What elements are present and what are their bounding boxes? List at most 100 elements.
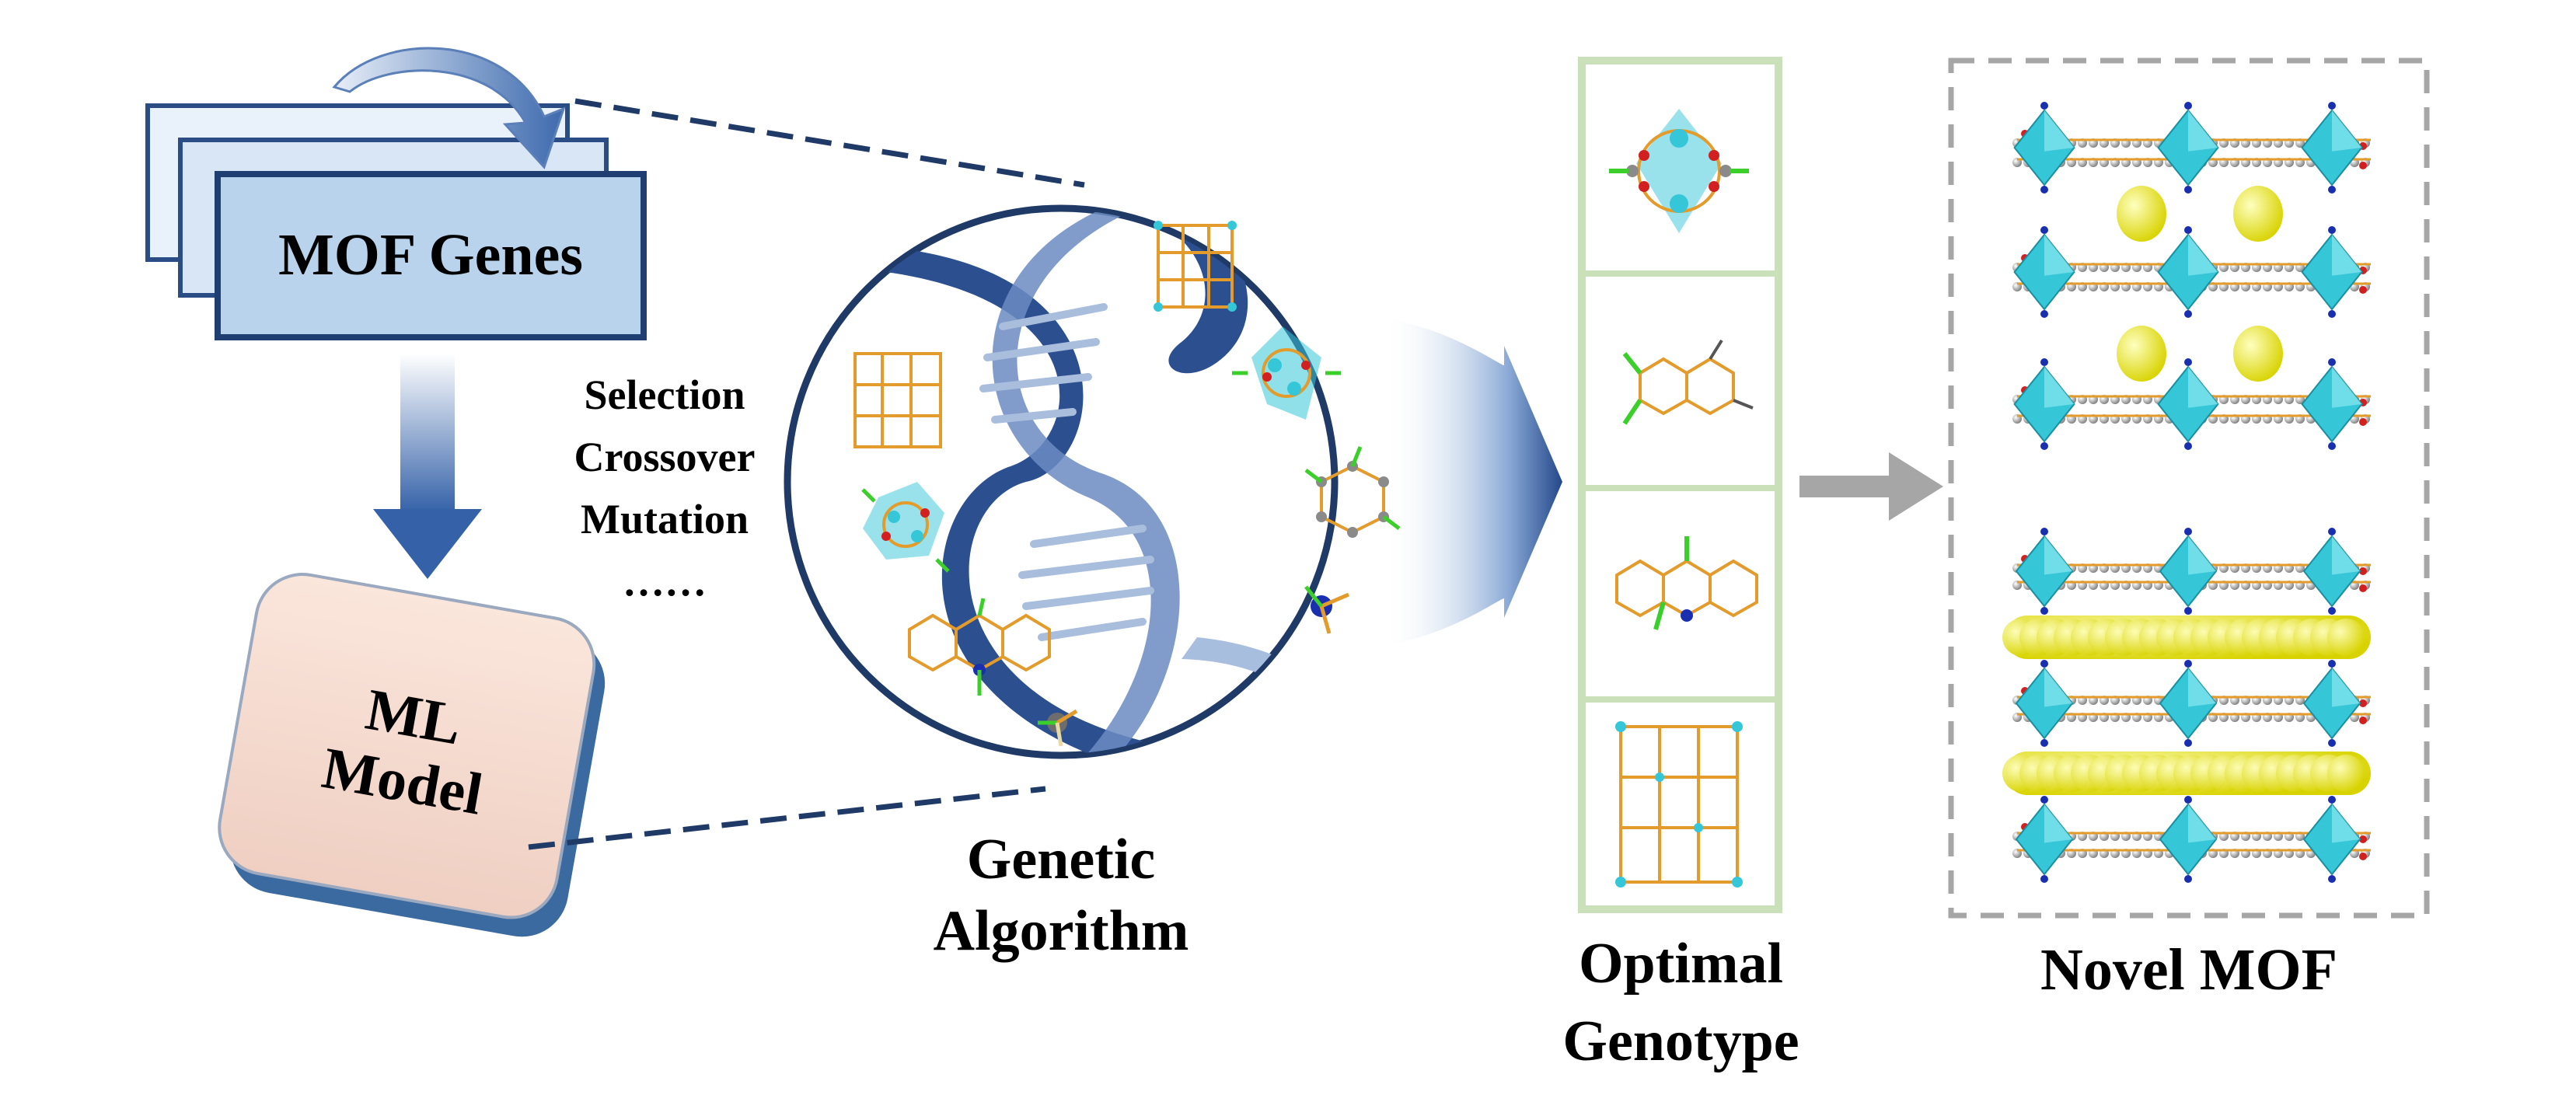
molecule-icon xyxy=(1038,709,1078,747)
nitrogen-atom xyxy=(2040,226,2048,234)
nitrogen-atom xyxy=(2184,607,2192,615)
operation-selection: Selection xyxy=(584,371,745,418)
genetic-label-line1: Genetic xyxy=(966,828,1156,891)
oxygen-atom xyxy=(2359,286,2367,294)
nitrogen-atom xyxy=(2040,442,2048,450)
novel-mof-frame xyxy=(1948,58,2430,919)
nitrogen-atom xyxy=(2328,310,2336,318)
nitrogen-atom xyxy=(2328,796,2336,804)
right-arrow-icon xyxy=(1799,452,1943,521)
ga-operations-list: Selection Crossover Mutation …… xyxy=(536,364,793,612)
operation-mutation: Mutation xyxy=(581,496,749,542)
molecule-icon xyxy=(908,598,1051,696)
framework-icon xyxy=(853,352,942,448)
polyhedron-facet xyxy=(2188,536,2216,575)
operation-crossover: Crossover xyxy=(574,434,756,480)
nitrogen-atom xyxy=(2184,102,2192,110)
guest-bead xyxy=(2327,619,2365,656)
nitrogen-atom xyxy=(2328,442,2336,450)
zoom-line-bottom xyxy=(528,786,1046,850)
nitrogen-atom xyxy=(2040,310,2048,318)
curved-arrow-icon xyxy=(332,47,566,169)
nitrogen-atom xyxy=(2328,186,2336,194)
molecule-icon xyxy=(1304,446,1401,538)
molecule-icon xyxy=(1615,536,1758,630)
framework-icon xyxy=(1154,221,1237,312)
molecule-icon xyxy=(1232,326,1341,420)
oxygen-atom xyxy=(2359,567,2367,575)
oxygen-atom xyxy=(2359,835,2367,843)
polyhedron-facet xyxy=(2188,668,2216,707)
novel-mof-label: Novel MOF xyxy=(2040,937,2337,1003)
polyhedron-facet xyxy=(2332,804,2360,843)
nitrogen-atom xyxy=(2328,102,2336,110)
nitrogen-atom xyxy=(2184,739,2192,747)
oxygen-atom xyxy=(2359,418,2367,426)
polyhedron-facet xyxy=(2044,804,2072,843)
mof-structure-top xyxy=(2012,102,2371,450)
molecule-icon xyxy=(1609,109,1749,233)
genetic-label-line2: Algorithm xyxy=(933,899,1189,963)
polyhedron-facet xyxy=(2044,110,2075,152)
molecule-icon xyxy=(861,482,950,573)
nitrogen-atom xyxy=(2184,226,2192,234)
nitrogen-atom xyxy=(2184,796,2192,804)
nitrogen-atom xyxy=(2184,358,2192,366)
down-arrow-icon xyxy=(373,354,482,579)
molecule-icon xyxy=(1304,585,1349,634)
zoom-line-top xyxy=(574,98,1085,188)
polyhedron-facet xyxy=(2044,668,2072,707)
nitrogen-atom xyxy=(2040,358,2048,366)
nitrogen-atom xyxy=(2040,739,2048,747)
guest-molecule xyxy=(2117,186,2166,242)
genetic-algorithm-circle xyxy=(784,204,1401,759)
nitrogen-atom xyxy=(2328,607,2336,615)
nitrogen-atom xyxy=(2328,660,2336,668)
guest-molecule xyxy=(2233,326,2283,382)
funnel-arrow-icon xyxy=(1384,319,1562,645)
nitrogen-atom xyxy=(2040,528,2048,535)
nitrogen-atom xyxy=(2328,528,2336,535)
mof-structure-bottom xyxy=(2002,528,2371,883)
oxygen-atom xyxy=(2359,699,2367,707)
ml-model-tablet xyxy=(218,573,606,937)
oxygen-atom xyxy=(2359,584,2367,592)
polyhedron-facet xyxy=(2044,367,2075,408)
nitrogen-atom xyxy=(2184,310,2192,318)
nitrogen-atom xyxy=(2328,226,2336,234)
nitrogen-atom xyxy=(2184,875,2192,883)
nitrogen-atom xyxy=(2328,875,2336,883)
optimal-label-line1: Optimal xyxy=(1578,932,1784,996)
polyhedron-facet xyxy=(2332,367,2362,408)
genetic-algorithm-label: Genetic Algorithm xyxy=(933,824,1189,967)
nitrogen-atom xyxy=(2328,358,2336,366)
polyhedron-facet xyxy=(2332,536,2360,575)
mof-genes-label: MOF Genes xyxy=(278,222,583,288)
oxygen-atom xyxy=(2359,853,2367,860)
guest-molecule xyxy=(2117,326,2166,382)
polyhedron-facet xyxy=(2044,235,2075,276)
polyhedron-facet xyxy=(2332,235,2362,276)
nitrogen-atom xyxy=(2040,186,2048,194)
nitrogen-atom xyxy=(2040,796,2048,804)
polyhedron-facet xyxy=(2044,536,2072,575)
polyhedron-facet xyxy=(2332,668,2360,707)
nitrogen-atom xyxy=(2040,607,2048,615)
nitrogen-atom xyxy=(2040,102,2048,110)
mof-genes-stack xyxy=(145,103,647,340)
molecule-icon xyxy=(1622,339,1754,425)
nitrogen-atom xyxy=(2328,739,2336,747)
polyhedron-facet xyxy=(2188,110,2218,152)
nitrogen-atom xyxy=(2040,660,2048,668)
guest-molecule xyxy=(2233,186,2283,242)
nitrogen-atom xyxy=(2184,442,2192,450)
nitrogen-atom xyxy=(2040,875,2048,883)
oxygen-atom xyxy=(2359,717,2367,724)
guest-bead xyxy=(2327,755,2365,792)
optimal-label-line2: Genotype xyxy=(1562,1010,1799,1073)
nitrogen-atom xyxy=(2184,186,2192,194)
polyhedron-facet xyxy=(2188,235,2218,276)
framework-icon xyxy=(1615,721,1743,888)
polyhedron-facet xyxy=(2332,110,2362,152)
polyhedron-facet xyxy=(2188,367,2218,408)
